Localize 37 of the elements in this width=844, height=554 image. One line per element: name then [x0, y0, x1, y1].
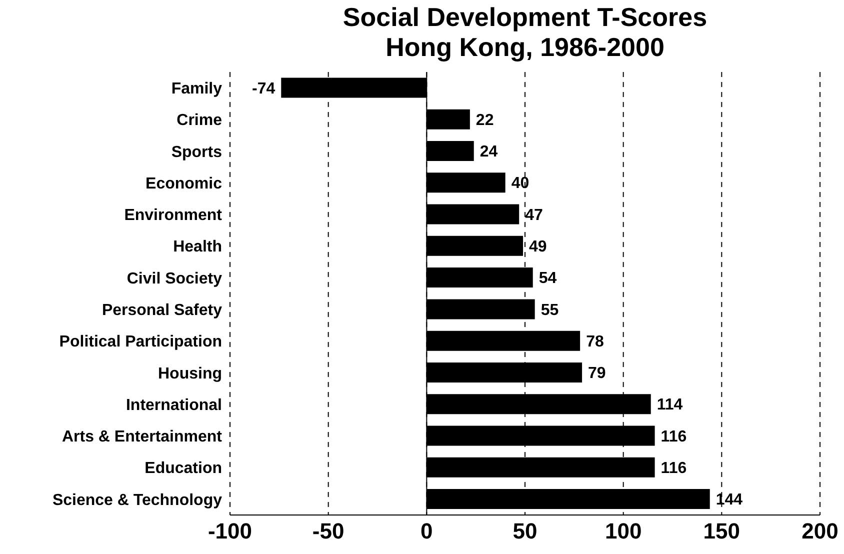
y-tick-label: Family	[171, 80, 222, 98]
x-tick-label: -100	[208, 518, 252, 544]
y-tick-label: Health	[173, 238, 222, 256]
data-label: 40	[511, 175, 530, 192]
y-tick-label: Economic	[146, 175, 222, 192]
data-label: 79	[588, 365, 606, 382]
x-tick-label: -50	[312, 518, 344, 544]
data-label: 144	[716, 492, 743, 509]
x-tick-label: 200	[802, 518, 838, 544]
data-label: 116	[660, 460, 687, 478]
data-label: 55	[540, 302, 559, 319]
y-tick-label: Political Participation	[59, 334, 222, 351]
x-tick-label: 0	[420, 518, 433, 544]
data-label: 114	[656, 396, 683, 414]
data-label: 54	[538, 270, 557, 288]
y-tick-label: Housing	[158, 365, 222, 382]
data-label: 78	[586, 333, 604, 350]
chart-subtitle: Hong Kong, 1986-2000	[384, 32, 666, 62]
data-label: 116	[660, 428, 687, 446]
chart-title: Social Development T-Scores	[342, 2, 708, 32]
data-label: 22	[476, 112, 494, 129]
y-tick-label: Science & Technology	[52, 492, 222, 509]
data-label: 49	[529, 238, 547, 256]
y-tick-label: Personal Safety	[102, 302, 222, 319]
y-tick-label: Sports	[171, 144, 222, 161]
y-tick-label: Crime	[176, 112, 222, 130]
y-tick-label: Education	[144, 460, 222, 478]
data-label: 24	[480, 144, 498, 161]
y-tick-label: Environment	[124, 207, 223, 224]
y-tick-label: Arts & Entertainment	[62, 428, 223, 446]
x-tick-label: 50	[512, 518, 538, 544]
x-tick-label: 150	[703, 518, 740, 544]
y-tick-label: Civil Society	[126, 270, 222, 288]
data-label: -74	[252, 80, 276, 98]
data-label: 47	[525, 206, 543, 224]
y-tick-label: International	[126, 396, 222, 414]
x-tick-label: 100	[604, 518, 642, 544]
